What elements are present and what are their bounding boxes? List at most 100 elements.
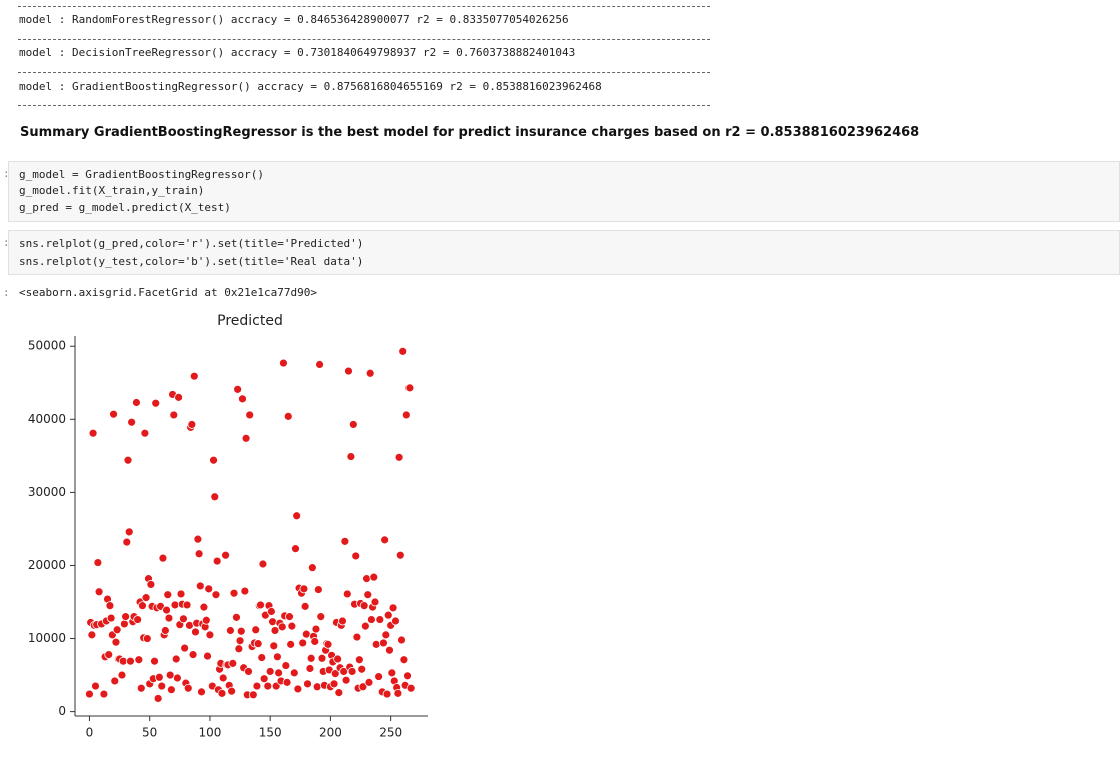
point (317, 653, 327, 663)
point (194, 549, 204, 559)
code-line: g_model = GradientBoostingRegressor() (19, 168, 265, 181)
point (193, 534, 203, 544)
point (229, 588, 239, 598)
point (329, 679, 339, 689)
point (266, 607, 276, 616)
point (305, 664, 315, 673)
output-line: model : GradientBoostingRegressor() accr… (19, 80, 602, 93)
point (251, 625, 261, 635)
point (311, 624, 321, 634)
point (170, 600, 180, 610)
point (136, 683, 146, 693)
point (154, 672, 164, 682)
point (146, 580, 156, 589)
point (403, 671, 412, 681)
point (126, 656, 135, 666)
output-line: model : DecisionTreeRegressor() accracy … (19, 46, 576, 59)
point (93, 558, 103, 567)
x-tick-label: 50 (142, 726, 157, 740)
point (124, 527, 134, 537)
point (375, 615, 385, 624)
point (104, 650, 114, 660)
point (212, 556, 222, 566)
point (287, 621, 297, 631)
point (369, 572, 379, 582)
point (253, 639, 263, 649)
code-cell[interactable]: sns.relplot(g_pred,color='r').set(title=… (8, 230, 1120, 275)
point (106, 613, 116, 623)
point (121, 612, 131, 622)
x-tick-label: 0 (86, 726, 94, 740)
point (351, 551, 361, 561)
point (166, 685, 176, 695)
output-line: model : RandomForestRegressor() accracy … (19, 13, 569, 26)
point (221, 550, 230, 560)
code-line: sns.relplot(y_test,color='b').set(title=… (19, 255, 364, 268)
point (204, 584, 214, 594)
point (241, 433, 251, 443)
point (232, 612, 241, 622)
point (362, 574, 371, 584)
point (134, 655, 144, 665)
point (119, 619, 129, 629)
code-cell[interactable]: g_model = GradientBoostingRegressor() g_… (8, 161, 1120, 222)
point (391, 616, 400, 626)
point (299, 584, 309, 594)
point (281, 661, 291, 670)
point (298, 638, 308, 648)
point (233, 384, 243, 394)
point (279, 358, 288, 368)
point (211, 590, 221, 600)
point (218, 673, 228, 683)
point (273, 652, 282, 662)
point (174, 392, 184, 402)
point (399, 655, 409, 665)
point (301, 629, 311, 639)
point (406, 683, 416, 693)
point (112, 625, 122, 635)
x-tick-label: 100 (198, 726, 221, 740)
point (203, 651, 212, 661)
y-tick-label: 40000 (28, 412, 66, 426)
point (256, 600, 265, 610)
point (105, 601, 115, 611)
y-tick-label: 30000 (28, 485, 66, 499)
point (99, 689, 109, 699)
point (138, 601, 147, 611)
point (85, 689, 94, 699)
point (382, 689, 392, 699)
point (341, 675, 351, 685)
point (365, 368, 375, 378)
point (123, 455, 133, 465)
point (282, 677, 292, 687)
point (176, 589, 186, 599)
point (347, 667, 357, 676)
point (303, 679, 312, 689)
separator (18, 105, 710, 106)
point (393, 688, 403, 698)
point (160, 626, 170, 635)
point (398, 346, 408, 356)
point (405, 383, 415, 393)
point (385, 645, 394, 655)
point (383, 610, 393, 620)
code-line: g_model.fit(X_train,y_train) (19, 184, 205, 197)
y-tick-label: 50000 (28, 339, 66, 353)
point (111, 637, 121, 647)
point (352, 632, 362, 642)
point (268, 617, 277, 627)
point (142, 634, 152, 643)
point (248, 690, 258, 700)
point (228, 658, 238, 668)
point (227, 686, 237, 696)
y-tick-label: 10000 (28, 631, 66, 645)
point (217, 688, 227, 698)
point (270, 626, 280, 635)
point (388, 603, 398, 613)
point (359, 601, 369, 611)
y-tick-label: 20000 (28, 558, 66, 572)
point (150, 656, 159, 666)
point (179, 614, 188, 624)
point (151, 398, 161, 408)
